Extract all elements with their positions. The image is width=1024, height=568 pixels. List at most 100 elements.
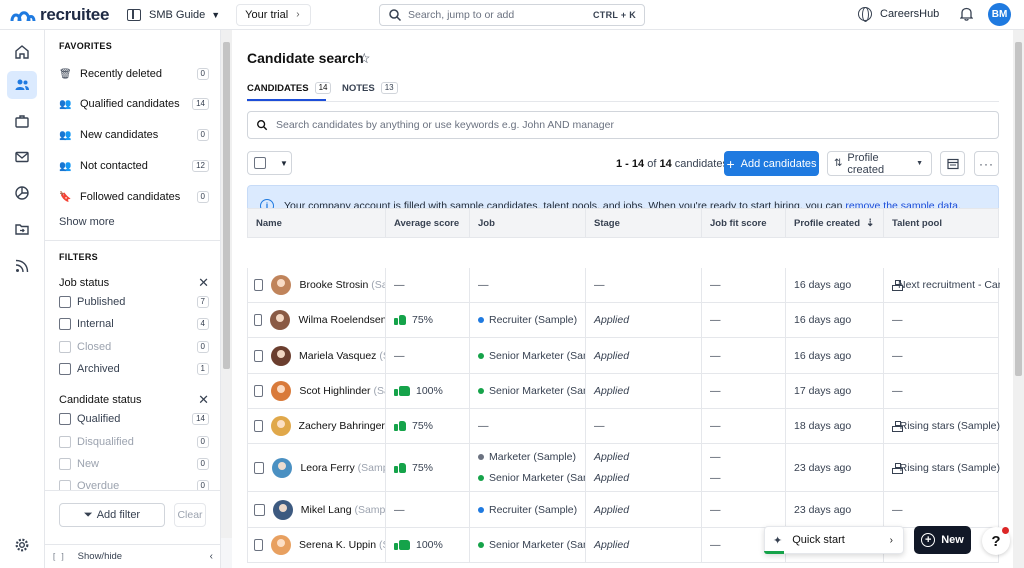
- close-icon[interactable]: ✕: [198, 275, 209, 290]
- table-row[interactable]: Brooke Strosin (Sample) — — — — 16 days ago Ne…: [247, 268, 1000, 303]
- favorite-recently-deleted[interactable]: 🗑 Recently deleted 0: [59, 66, 209, 82]
- candidate-avatar[interactable]: [270, 416, 291, 436]
- quick-start-widget[interactable]: ✦ Quick start ›: [764, 526, 904, 554]
- candidate-avatar[interactable]: [270, 310, 291, 330]
- job-entry[interactable]: —: [478, 279, 489, 291]
- clear-filters-button[interactable]: Clear: [174, 503, 206, 527]
- help-button[interactable]: ?: [982, 527, 1010, 555]
- job-entry[interactable]: Senior Marketer (Sample): [478, 539, 585, 551]
- star-icon[interactable]: ☆: [358, 50, 371, 66]
- candidate-avatar[interactable]: [271, 275, 292, 295]
- filter-closed[interactable]: Closed 0: [59, 340, 209, 354]
- workspace-switcher[interactable]: SMB Guide ▼: [127, 8, 220, 21]
- close-icon[interactable]: ✕: [198, 392, 209, 407]
- sidebar-scrollbar-thumb[interactable]: [223, 42, 230, 369]
- checkbox[interactable]: [59, 480, 71, 490]
- candidate-name-link[interactable]: Wilma Roelendsen (Sample): [298, 314, 385, 326]
- candidate-name-link[interactable]: Zachery Bahringer (Sample): [299, 420, 385, 432]
- column-average-score[interactable]: Average score: [386, 209, 470, 237]
- new-button[interactable]: + New: [914, 526, 971, 554]
- column-name[interactable]: Name: [248, 209, 386, 237]
- job-entry[interactable]: Recruiter (Sample): [478, 504, 577, 516]
- candidate-name-link[interactable]: Scot Highlinder (Sample): [299, 385, 385, 397]
- candidate-avatar[interactable]: [271, 381, 292, 401]
- show-more-link[interactable]: Show more: [59, 216, 115, 228]
- row-checkbox[interactable]: [254, 503, 265, 516]
- table-row[interactable]: Zachery Bahringer (Sample) 75% — — — 18 days …: [247, 409, 1000, 444]
- nav-jobs[interactable]: [7, 107, 37, 135]
- careers-hub-link[interactable]: CareersHub: [858, 7, 939, 22]
- row-checkbox[interactable]: [254, 420, 263, 432]
- table-row[interactable]: Mariela Vasquez (Sample) — Senior Marketer…: [247, 338, 999, 374]
- job-entry[interactable]: Senior Marketer (Sample): [478, 468, 585, 489]
- filter-qualified[interactable]: Qualified 14: [59, 412, 209, 426]
- nav-candidates[interactable]: [7, 71, 37, 99]
- tab-notes[interactable]: NOTES 13: [342, 82, 398, 94]
- column-profile-created[interactable]: Profile created ⇣: [786, 209, 884, 237]
- row-checkbox[interactable]: [254, 461, 265, 474]
- checkbox[interactable]: [59, 296, 71, 308]
- global-search[interactable]: Search, jump to or add CTRL + K: [379, 4, 645, 26]
- tab-candidates[interactable]: CANDIDATES 14: [247, 82, 332, 94]
- filter-disqualified[interactable]: Disqualified 0: [59, 435, 209, 449]
- nav-talent-pools[interactable]: [7, 215, 37, 243]
- favorite-qualified-candidates[interactable]: 👥 Qualified candidates 14: [59, 96, 209, 112]
- favorite-followed-candidates[interactable]: 🔖 Followed candidates 0: [59, 189, 209, 205]
- add-candidates-button[interactable]: + Add candidates: [724, 151, 819, 176]
- column-job-fit-score[interactable]: Job fit score: [702, 209, 786, 237]
- checkbox[interactable]: [59, 318, 71, 330]
- filter-new[interactable]: New 0: [59, 457, 209, 471]
- row-checkbox[interactable]: [254, 349, 263, 362]
- job-entry[interactable]: Recruiter (Sample): [478, 314, 577, 326]
- job-entry[interactable]: Senior Marketer (Sample): [478, 350, 585, 362]
- checkbox[interactable]: [59, 341, 71, 353]
- page-scrollbar-thumb[interactable]: [1015, 42, 1022, 376]
- nav-mailbox[interactable]: [7, 143, 37, 171]
- nav-home[interactable]: [7, 38, 37, 66]
- column-job[interactable]: Job: [470, 209, 586, 237]
- candidate-name-link[interactable]: Leora Ferry (Sample): [300, 462, 385, 474]
- candidate-avatar[interactable]: [272, 457, 293, 478]
- job-entry[interactable]: —: [478, 420, 489, 432]
- candidate-name-link[interactable]: Brooke Strosin (Sample): [299, 279, 385, 291]
- favorite-not-contacted[interactable]: 👥 Not contacted 12: [59, 158, 209, 174]
- filter-overdue[interactable]: Overdue 0: [59, 480, 209, 490]
- add-filter-button[interactable]: ⏷ Add filter: [59, 503, 165, 527]
- row-checkbox[interactable]: [254, 314, 263, 326]
- table-row[interactable]: Wilma Roelendsen (Sample) 75% Recruiter (S…: [247, 303, 999, 338]
- candidate-avatar[interactable]: [271, 345, 291, 366]
- select-all-checkbox[interactable]: [254, 157, 266, 169]
- more-options-button[interactable]: ···: [974, 151, 999, 176]
- candidate-name-link[interactable]: Mariela Vasquez (Sample): [299, 350, 385, 362]
- talent-pool-name[interactable]: Rising stars (Sample): [899, 461, 1000, 474]
- checkbox[interactable]: [59, 363, 71, 375]
- nav-settings[interactable]: [7, 531, 37, 559]
- show-hide-toggle[interactable]: [ ] Show/hide ‹: [45, 544, 220, 568]
- column-talent-pool[interactable]: Talent pool: [892, 217, 942, 229]
- user-avatar[interactable]: BM: [988, 3, 1011, 26]
- nav-reports[interactable]: [7, 179, 37, 207]
- trial-button[interactable]: Your trial ›: [236, 3, 311, 26]
- checkbox[interactable]: [59, 458, 71, 470]
- checkbox[interactable]: [59, 436, 71, 448]
- bulk-select-dropdown[interactable]: ▼: [247, 151, 292, 175]
- filter-internal[interactable]: Internal 4: [59, 317, 209, 331]
- column-settings-button[interactable]: [940, 151, 965, 176]
- filter-archived[interactable]: Archived 1: [59, 362, 209, 376]
- candidate-avatar[interactable]: [271, 535, 292, 555]
- nav-feed[interactable]: [7, 252, 37, 280]
- bell-icon[interactable]: [960, 7, 973, 21]
- table-row[interactable]: Leora Ferry (Sample) 75% Marketer (Sample)…: [247, 444, 1000, 492]
- row-checkbox[interactable]: [254, 279, 264, 291]
- candidate-name-link[interactable]: Serena K. Uppin (Sample): [299, 539, 385, 551]
- column-stage[interactable]: Stage: [586, 209, 702, 237]
- candidate-search-input[interactable]: Search candidates by anything or use key…: [247, 111, 999, 139]
- sort-dropdown[interactable]: ⇅ Profile created ▼: [827, 151, 932, 176]
- row-checkbox[interactable]: [254, 385, 264, 397]
- talent-pool-name[interactable]: Rising stars (Sample): [899, 420, 1000, 432]
- favorite-new-candidates[interactable]: 👥 New candidates 0: [59, 127, 209, 143]
- checkbox[interactable]: [59, 413, 71, 425]
- candidate-avatar[interactable]: [272, 499, 293, 520]
- job-entry[interactable]: Senior Marketer (Sample): [478, 385, 585, 397]
